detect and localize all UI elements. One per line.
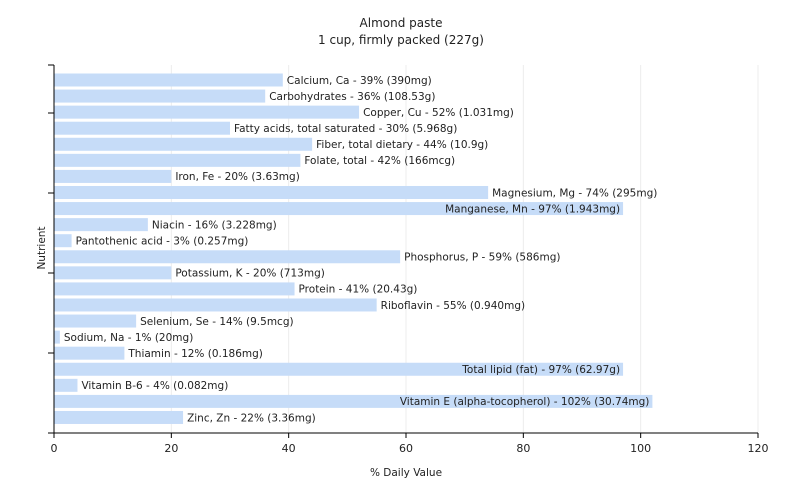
grid-lines <box>170 65 759 433</box>
bar-label: Selenium, Se - 14% (9.5mcg) <box>140 316 293 328</box>
x-tick-label: 0 <box>51 442 58 455</box>
bar <box>54 234 72 248</box>
bar <box>54 346 125 360</box>
bar-label: Calcium, Ca - 39% (390mg) <box>287 75 432 87</box>
bar-label: Total lipid (fat) - 97% (62.97g) <box>461 364 620 376</box>
chart-title: Almond paste <box>360 16 443 30</box>
bar-label: Pantothenic acid - 3% (0.257mg) <box>76 236 249 248</box>
bar <box>54 314 137 328</box>
bar <box>54 282 295 296</box>
bar <box>54 298 377 312</box>
x-tick-label: 60 <box>399 442 413 455</box>
bar-label: Carbohydrates - 36% (108.53g) <box>269 91 435 103</box>
bar-label: Manganese, Mn - 97% (1.943mg) <box>445 203 620 215</box>
bar <box>54 121 230 135</box>
bar <box>54 105 360 119</box>
chart-subtitle: 1 cup, firmly packed (227g) <box>318 33 484 47</box>
x-tick-label: 40 <box>282 442 296 455</box>
x-tick-label: 20 <box>164 442 178 455</box>
bar <box>54 218 148 232</box>
bar-label: Sodium, Na - 1% (20mg) <box>64 332 193 344</box>
bar <box>54 153 301 167</box>
bar <box>54 185 489 199</box>
x-tick-label: 120 <box>748 442 769 455</box>
bar-label: Vitamin B-6 - 4% (0.082mg) <box>81 380 228 392</box>
bar <box>54 250 401 264</box>
bar-label: Potassium, K - 20% (713mg) <box>175 268 325 280</box>
bar-label: Riboflavin - 55% (0.940mg) <box>381 300 525 312</box>
bar-label: Fatty acids, total saturated - 30% (5.96… <box>234 123 457 135</box>
bar-label: Folate, total - 42% (166mcg) <box>304 155 455 167</box>
bar <box>54 202 624 216</box>
bar <box>54 410 184 424</box>
y-axis-title: Nutrient <box>36 226 48 269</box>
bar <box>54 169 172 183</box>
bar-label: Niacin - 16% (3.228mg) <box>152 219 277 231</box>
x-axis-title: % Daily Value <box>370 467 442 479</box>
bar-label: Vitamin E (alpha-tocopherol) - 102% (30.… <box>400 396 650 408</box>
bar <box>54 89 266 103</box>
bar <box>54 330 60 344</box>
bar <box>54 137 313 151</box>
bar <box>54 73 283 87</box>
bars: Calcium, Ca - 39% (390mg) Carbohydrates -… <box>54 73 657 424</box>
bar <box>54 394 653 408</box>
x-tick-label: 100 <box>630 442 651 455</box>
bar-label: Protein - 41% (20.43g) <box>299 284 418 296</box>
bar-label: Copper, Cu - 52% (1.031mg) <box>363 107 514 119</box>
bar-label: Fiber, total dietary - 44% (10.9g) <box>316 139 488 151</box>
bar-label: Thiamin - 12% (0.186mg) <box>127 348 263 360</box>
bar <box>54 266 172 280</box>
bar <box>54 378 78 392</box>
bar-label: Zinc, Zn - 22% (3.36mg) <box>187 412 316 424</box>
bar-label: Phosphorus, P - 59% (586mg) <box>404 252 560 264</box>
bar <box>54 362 624 376</box>
axes: 0 20 40 60 80 100 120 <box>48 64 769 455</box>
bar-label: Iron, Fe - 20% (3.63mg) <box>175 171 299 183</box>
x-tick-label: 80 <box>516 442 530 455</box>
bar-label: Magnesium, Mg - 74% (295mg) <box>492 187 657 199</box>
